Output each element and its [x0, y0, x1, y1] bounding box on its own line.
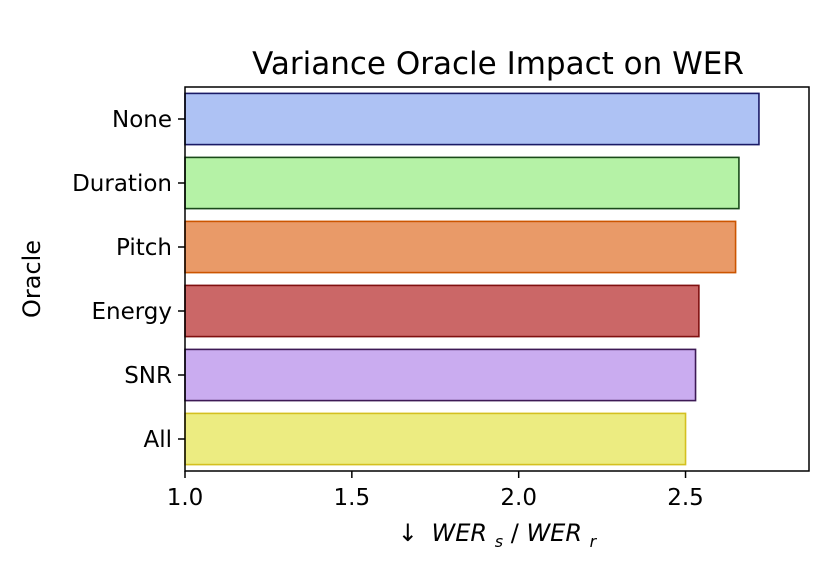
x-axis-label-arrow: ↓: [398, 519, 418, 547]
bar-all: [184, 412, 687, 466]
bar-pitch: [184, 220, 737, 274]
y-tick-label-pitch: Pitch: [116, 235, 172, 261]
x-tick-label: 2.0: [500, 485, 537, 511]
x-axis-label-denominator-sub: r: [590, 532, 598, 551]
bar-snr: [184, 348, 697, 402]
x-axis-label-numerator-sub: s: [495, 532, 503, 551]
y-tick-label-all: All: [143, 427, 172, 453]
bar-none: [184, 92, 760, 146]
bar-energy: [184, 284, 700, 338]
bar-duration: [184, 156, 740, 210]
x-axis-label-denominator: WER: [526, 519, 582, 547]
x-tick-label: 1.5: [334, 485, 371, 511]
y-axis-ticks: None Duration Pitch Energy SNR All: [72, 107, 185, 453]
chart-title: Variance Oracle Impact on WER: [252, 46, 744, 82]
x-axis-label-numerator: WER: [432, 519, 488, 547]
x-axis-ticks: 1.0 1.5 2.0 2.5: [167, 471, 704, 511]
x-axis-label-slash: /: [511, 519, 520, 547]
x-tick-label: 2.5: [667, 485, 704, 511]
bars-group: [184, 92, 760, 466]
y-tick-label-snr: SNR: [124, 363, 172, 389]
y-tick-label-duration: Duration: [72, 171, 172, 197]
y-tick-label-none: None: [112, 107, 172, 133]
y-axis-label: Oracle: [18, 240, 46, 318]
x-tick-label: 1.0: [167, 485, 204, 511]
plot-frame: [184, 86, 810, 472]
x-axis-label: ↓ WER s / WER r: [398, 519, 598, 553]
y-tick-label-energy: Energy: [91, 299, 172, 325]
